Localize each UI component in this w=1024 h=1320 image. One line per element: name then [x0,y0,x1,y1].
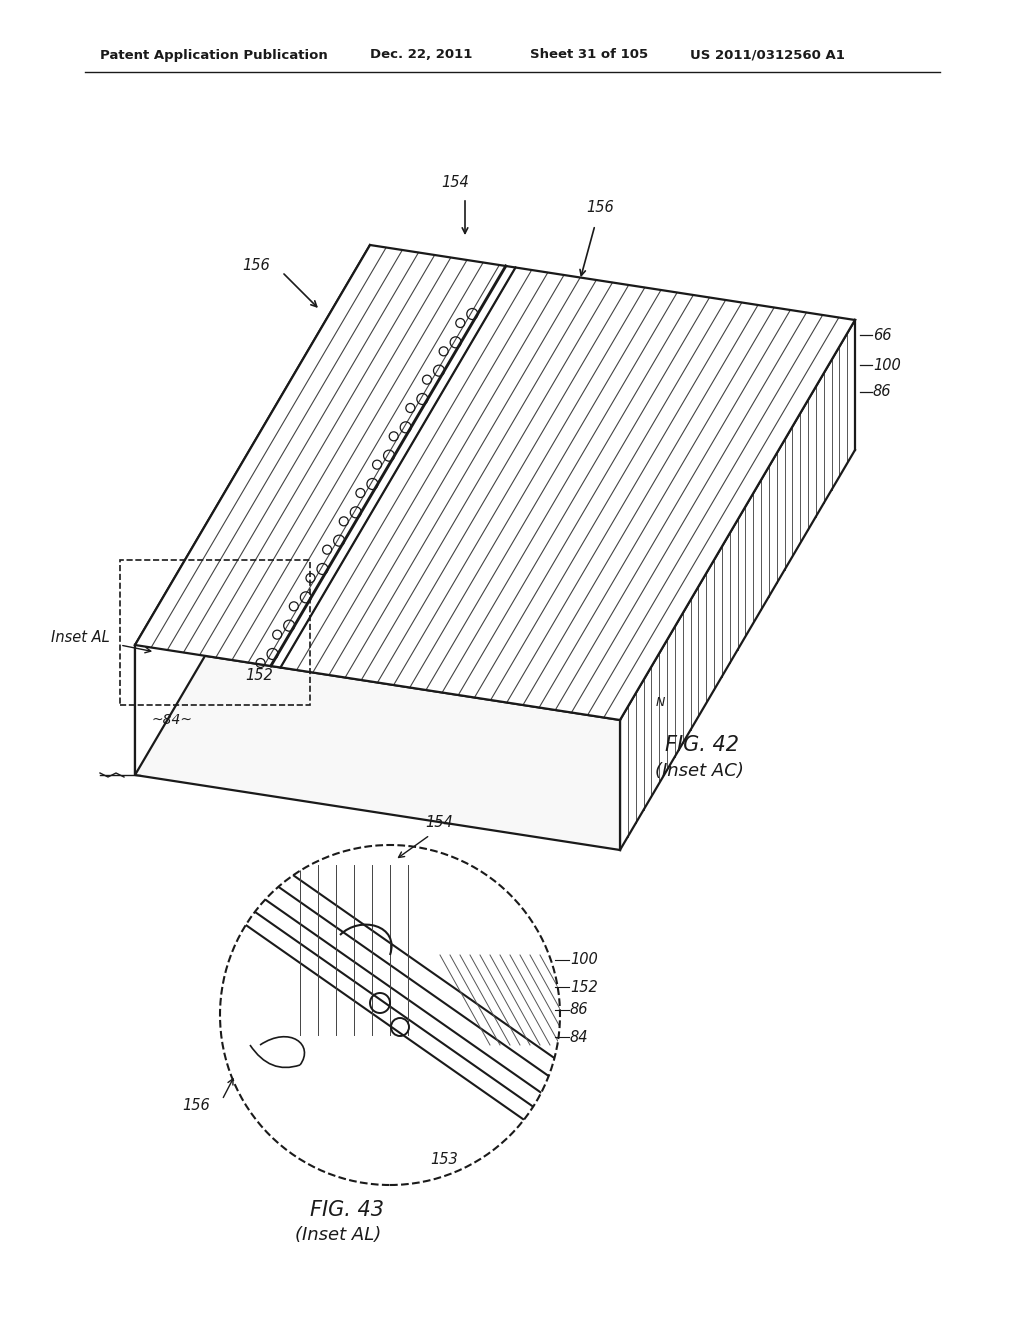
Polygon shape [620,319,855,850]
Text: 86: 86 [873,384,892,400]
Text: Dec. 22, 2011: Dec. 22, 2011 [370,49,472,62]
Polygon shape [135,246,370,775]
Text: 154: 154 [425,814,453,830]
Text: 100: 100 [570,953,598,968]
Text: Sheet 31 of 105: Sheet 31 of 105 [530,49,648,62]
Polygon shape [135,246,855,719]
Text: (Inset AC): (Inset AC) [655,762,743,780]
Text: N: N [655,697,665,710]
Text: Inset AL: Inset AL [51,631,110,645]
Text: Patent Application Publication: Patent Application Publication [100,49,328,62]
Text: 66: 66 [873,327,892,342]
Bar [120,560,310,705]
Text: 153: 153 [430,1152,458,1167]
Circle shape [220,845,560,1185]
Text: 152: 152 [245,668,272,682]
Text: FIG. 42: FIG. 42 [665,735,739,755]
Polygon shape [135,645,620,850]
Text: 84: 84 [570,1030,589,1044]
Text: (Inset AL): (Inset AL) [295,1226,381,1243]
Text: 156: 156 [243,257,270,272]
Text: 154: 154 [441,176,469,190]
Text: 152: 152 [570,979,598,994]
Text: 86: 86 [570,1002,589,1018]
Text: FIG. 43: FIG. 43 [310,1200,384,1220]
Text: 100: 100 [873,358,901,372]
Text: ~84~: ~84~ [152,713,193,727]
Text: 156: 156 [182,1097,210,1113]
Text: 156: 156 [586,201,613,215]
Text: US 2011/0312560 A1: US 2011/0312560 A1 [690,49,845,62]
